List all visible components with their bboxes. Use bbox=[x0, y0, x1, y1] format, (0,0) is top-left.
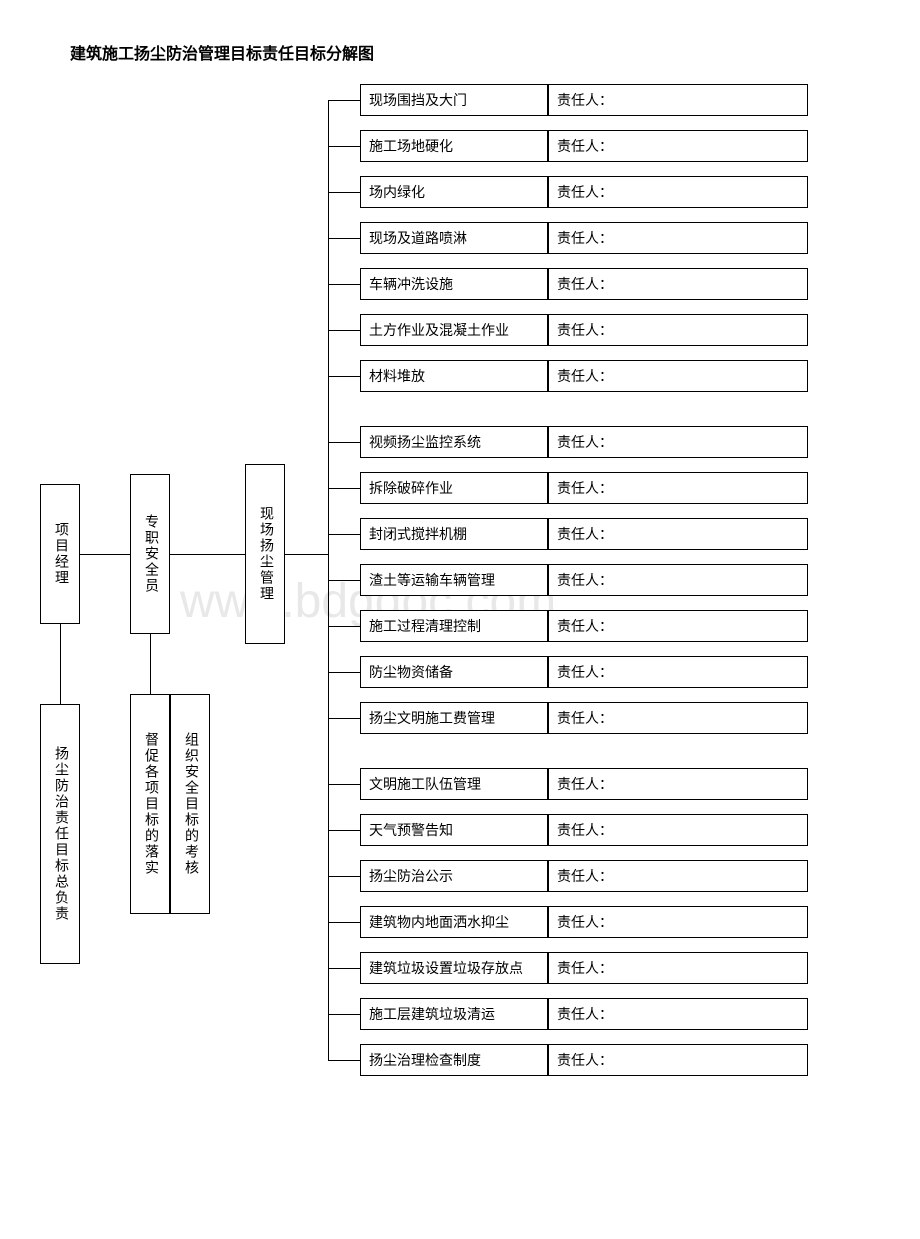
item-resp: 责任人： bbox=[548, 656, 808, 688]
item-label: 扬尘防治公示 bbox=[360, 860, 548, 892]
connector bbox=[328, 442, 361, 443]
item-label: 施工场地硬化 bbox=[360, 130, 548, 162]
item-resp: 责任人： bbox=[548, 314, 808, 346]
box-overall-resp: 扬尘防治责任目标总负责 bbox=[40, 704, 80, 964]
item-label: 扬尘文明施工费管理 bbox=[360, 702, 548, 734]
item-resp: 责任人： bbox=[548, 906, 808, 938]
connector bbox=[60, 624, 61, 704]
item-label: 天气预警告知 bbox=[360, 814, 548, 846]
item-label: 拆除破碎作业 bbox=[360, 472, 548, 504]
item-label: 材料堆放 bbox=[360, 360, 548, 392]
connector bbox=[328, 1060, 361, 1061]
connector bbox=[328, 968, 361, 969]
connector bbox=[328, 330, 361, 331]
item-label: 建筑物内地面洒水抑尘 bbox=[360, 906, 548, 938]
connector bbox=[328, 784, 361, 785]
item-resp: 责任人： bbox=[548, 564, 808, 596]
item-label: 建筑垃圾设置垃圾存放点 bbox=[360, 952, 548, 984]
box-safety-officer: 专职安全员 bbox=[130, 474, 170, 634]
item-resp: 责任人： bbox=[548, 426, 808, 458]
item-resp: 责任人： bbox=[548, 952, 808, 984]
item-label: 土方作业及混凝土作业 bbox=[360, 314, 548, 346]
connector bbox=[328, 238, 361, 239]
connector bbox=[328, 376, 361, 377]
item-label: 文明施工队伍管理 bbox=[360, 768, 548, 800]
connector bbox=[328, 830, 361, 831]
connector bbox=[328, 146, 361, 147]
connector bbox=[328, 100, 361, 101]
item-resp: 责任人： bbox=[548, 472, 808, 504]
item-label: 防尘物资储备 bbox=[360, 656, 548, 688]
item-resp: 责任人： bbox=[548, 814, 808, 846]
item-label: 现场围挡及大门 bbox=[360, 84, 548, 116]
item-resp: 责任人： bbox=[548, 268, 808, 300]
item-label: 视频扬尘监控系统 bbox=[360, 426, 548, 458]
item-resp: 责任人： bbox=[548, 998, 808, 1030]
item-resp: 责任人： bbox=[548, 702, 808, 734]
connector bbox=[80, 554, 130, 555]
connector bbox=[328, 284, 361, 285]
item-resp: 责任人： bbox=[548, 176, 808, 208]
item-resp: 责任人： bbox=[548, 360, 808, 392]
connector bbox=[328, 626, 361, 627]
item-resp: 责任人： bbox=[548, 768, 808, 800]
item-label: 施工过程清理控制 bbox=[360, 610, 548, 642]
item-resp: 责任人： bbox=[548, 130, 808, 162]
item-resp: 责任人： bbox=[548, 222, 808, 254]
item-label: 封闭式搅拌机棚 bbox=[360, 518, 548, 550]
connector bbox=[328, 672, 361, 673]
item-label: 扬尘治理检查制度 bbox=[360, 1044, 548, 1076]
connector bbox=[328, 488, 361, 489]
item-label: 施工层建筑垃圾清运 bbox=[360, 998, 548, 1030]
item-label: 渣土等运输车辆管理 bbox=[360, 564, 548, 596]
item-label: 现场及道路喷淋 bbox=[360, 222, 548, 254]
box-site-mgmt: 现场扬尘管理 bbox=[245, 464, 285, 644]
item-label: 车辆冲洗设施 bbox=[360, 268, 548, 300]
item-resp: 责任人： bbox=[548, 860, 808, 892]
org-diagram: www.bdgdoc.com 现场围挡及大门责任人：施工场地硬化责任人：场内绿化… bbox=[40, 84, 880, 1164]
connector bbox=[328, 876, 361, 877]
connector bbox=[150, 634, 151, 694]
connector bbox=[328, 192, 361, 193]
connector bbox=[285, 554, 328, 555]
item-resp: 责任人： bbox=[548, 1044, 808, 1076]
item-resp: 责任人： bbox=[548, 610, 808, 642]
box-organize: 组织安全目标的考核 bbox=[170, 694, 210, 914]
item-label: 场内绿化 bbox=[360, 176, 548, 208]
connector bbox=[328, 580, 361, 581]
connector bbox=[328, 1014, 361, 1015]
box-project-manager: 项目经理 bbox=[40, 484, 80, 624]
connector bbox=[328, 534, 361, 535]
item-resp: 责任人： bbox=[548, 518, 808, 550]
item-resp: 责任人： bbox=[548, 84, 808, 116]
connector bbox=[328, 718, 361, 719]
connector bbox=[328, 922, 361, 923]
page-title: 建筑施工扬尘防治管理目标责任目标分解图 bbox=[70, 40, 880, 64]
box-supervise: 督促各项目标的落实 bbox=[130, 694, 170, 914]
connector bbox=[170, 554, 245, 555]
